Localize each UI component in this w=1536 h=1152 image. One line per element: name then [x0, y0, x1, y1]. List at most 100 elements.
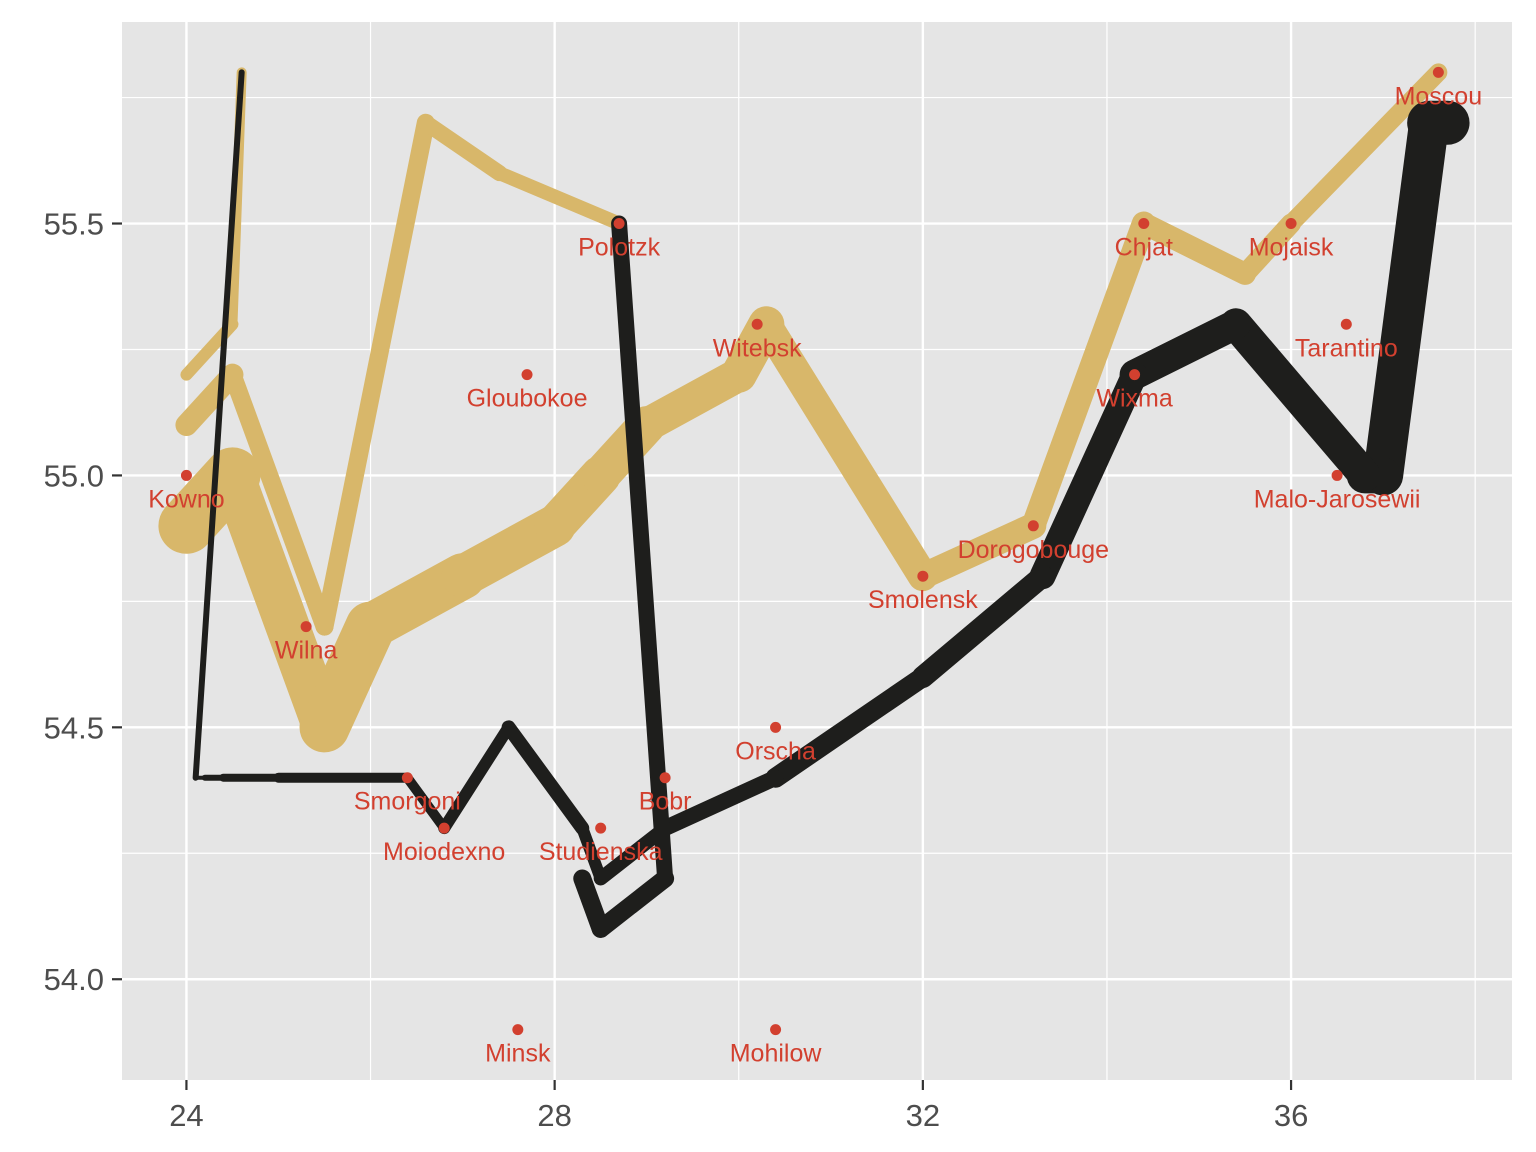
advance-segment — [909, 512, 1047, 590]
city-point — [1432, 66, 1444, 78]
city-point — [300, 621, 312, 633]
x-tick-label: 36 — [1274, 1098, 1308, 1133]
city-point — [512, 1024, 524, 1036]
city-point — [1138, 218, 1150, 230]
city: Mojaisk — [1249, 218, 1334, 262]
city-point — [917, 570, 929, 582]
advance-segment — [1132, 212, 1257, 285]
city-label: Gloubokoe — [467, 385, 588, 413]
city: Wixma — [1096, 369, 1173, 413]
city-label: Kowno — [148, 485, 224, 513]
advance-segment — [1021, 211, 1156, 538]
city-label: Smorgoni — [354, 788, 461, 816]
retreat-segment — [611, 215, 674, 887]
advance-segment — [751, 309, 938, 592]
city-point — [521, 369, 533, 381]
retreat-segment — [591, 869, 675, 938]
city: Mohilow — [730, 1024, 823, 1068]
city-label: Wixma — [1096, 385, 1172, 413]
major-gridlines — [122, 22, 1512, 1080]
retreat-segment — [1119, 309, 1251, 390]
retreat-segment — [911, 565, 1054, 688]
city-point — [770, 1024, 782, 1036]
city-label: Smolensk — [868, 586, 978, 614]
minor-gridlines — [122, 22, 1512, 1080]
city: Orscha — [735, 721, 816, 765]
city-label: Moiodexno — [383, 838, 505, 866]
city: Bobr — [639, 772, 692, 816]
city-label: Tarantino — [1295, 334, 1398, 362]
y-tick-label: 55.0 — [44, 458, 104, 493]
city: Studienska — [539, 822, 663, 866]
city-point — [180, 469, 192, 481]
axes: 24 28 32 36 54.0 54.5 55.0 55.5 — [44, 207, 1309, 1133]
retreat-segment — [402, 772, 450, 834]
retreat-segment — [657, 769, 784, 837]
city-point — [659, 772, 671, 784]
x-tick-label: 28 — [537, 1098, 571, 1133]
retreat-segment — [573, 869, 610, 938]
y-tick-label: 54.5 — [44, 710, 104, 745]
city: Dorogobouge — [958, 520, 1110, 564]
retreat-segment — [1219, 308, 1381, 492]
city-label: Wilna — [275, 637, 338, 665]
advance-segment — [223, 365, 334, 636]
x-tick-label: 24 — [169, 1098, 203, 1133]
city-label: Bobr — [639, 788, 692, 816]
city-label: Orscha — [735, 737, 816, 765]
city: Moscou — [1395, 66, 1483, 110]
city-label: Polotzk — [578, 234, 660, 262]
retreat-segment — [1363, 102, 1450, 496]
city-point — [401, 772, 413, 784]
city-point — [613, 218, 625, 230]
advance-segment — [417, 114, 508, 182]
city: Chjat — [1115, 218, 1173, 262]
city: Wilna — [275, 621, 338, 665]
city-point — [438, 822, 450, 834]
city: Smolensk — [868, 570, 978, 614]
city-point — [1331, 469, 1343, 481]
city-label: Mohilow — [730, 1040, 823, 1068]
city: Moiodexno — [383, 822, 505, 866]
retreat-segment — [192, 69, 245, 781]
city-label: Chjat — [1115, 234, 1173, 262]
retreat-path — [192, 69, 1470, 938]
city-point — [1285, 218, 1297, 230]
city-label: Witebsk — [713, 334, 802, 362]
city-point — [1129, 369, 1141, 381]
y-tick-label: 54.0 — [44, 962, 104, 997]
city-point — [770, 721, 782, 733]
city-label: Moscou — [1395, 82, 1483, 110]
retreat-segment — [765, 666, 933, 788]
city: Tarantino — [1295, 318, 1398, 362]
retreat-segment — [501, 720, 590, 836]
city-point — [751, 318, 763, 330]
advance-segment — [315, 113, 435, 636]
city-markers: Kowno Wilna Smorgoni Moiodexno Gloubokoe Mins… — [148, 66, 1483, 1068]
plot-panel — [122, 22, 1512, 1080]
city-label: Dorogobouge — [958, 536, 1110, 564]
city: Minsk — [485, 1024, 551, 1068]
city-label: Mojaisk — [1249, 234, 1334, 262]
city: Kowno — [148, 469, 225, 513]
city-label: Minsk — [485, 1040, 551, 1068]
city: Polotzk — [578, 218, 661, 262]
advance-segment — [1282, 63, 1448, 233]
advance-segment — [210, 453, 347, 750]
retreat-segment — [438, 721, 515, 835]
city: Smorgoni — [354, 772, 461, 816]
city-point — [1340, 318, 1352, 330]
x-tick-label: 32 — [906, 1098, 940, 1133]
city-point — [1027, 520, 1039, 532]
city-label: Studienska — [539, 838, 663, 866]
retreat-segment — [576, 822, 607, 885]
advance-segment — [1235, 213, 1302, 284]
city: Malo-Jarosewii — [1254, 469, 1420, 513]
advance-segment — [175, 363, 244, 437]
city: Witebsk — [713, 318, 802, 362]
city: Gloubokoe — [467, 369, 588, 413]
advance-segment — [492, 166, 627, 231]
retreat-segment — [1029, 361, 1148, 590]
city-point — [595, 822, 607, 834]
